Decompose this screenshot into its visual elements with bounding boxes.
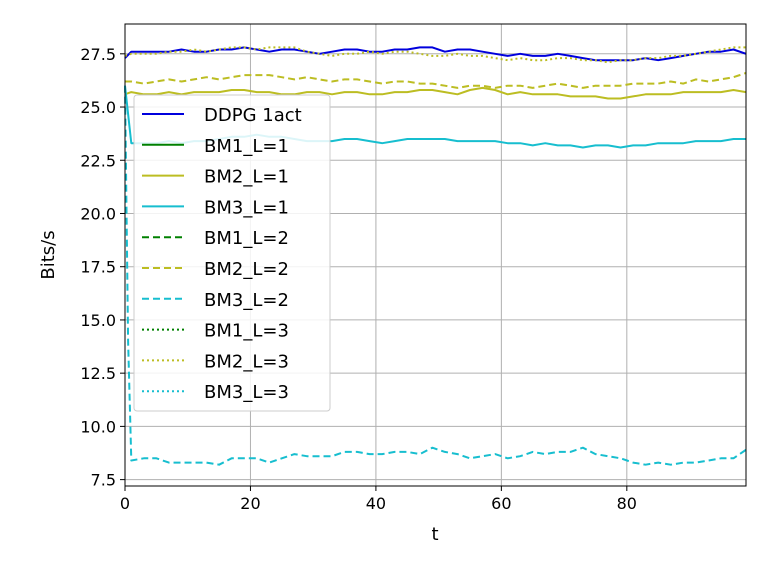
y-tick-label: 22.5 [80,151,116,170]
y-axis-label: Bits/s [38,230,59,279]
x-tick-label: 40 [366,494,386,513]
y-axis: 7.5 10.0 12.5 15.0 17.5 20.0 22.5 25.0 27.5 [80,45,125,490]
legend-box [133,94,331,412]
legend-label: BM3_L=2 [204,290,289,311]
legend-label: BM2_L=3 [204,351,289,372]
y-tick-label: 25.0 [80,98,116,117]
x-axis-label: t [431,524,438,545]
legend-label: BM1_L=1 [204,136,289,157]
axes-frame [124,23,747,487]
legend-label: BM1_L=3 [204,321,289,342]
y-tick-label: 20.0 [80,204,116,223]
plot-area [124,46,747,466]
series-line-ddpg-1act [124,46,747,62]
legend-label: DDPG 1act [204,105,302,126]
series-line-bm2-l-2 [125,72,747,89]
x-axis: 0 20 40 60 80 [120,486,637,513]
y-tick-label: 27.5 [80,45,116,64]
series-line-bm3-l-2 [124,85,747,466]
legend-label: BM2_L=1 [204,167,289,188]
x-tick-label: 80 [617,494,637,513]
legend: DDPG 1act BM1_L=1 BM2_L=1 BM3_L=1 BM1_L=2 BM2… [133,94,331,412]
x-tick-label: 0 [120,494,130,513]
legend-label: BM3_L=1 [204,197,289,218]
legend-label: BM3_L=3 [204,382,289,403]
x-tick-label: 60 [491,494,511,513]
y-tick-label: 7.5 [91,471,116,490]
y-tick-label: 10.0 [80,417,116,436]
series-line-bm2-l-3 [124,46,746,64]
legend-label: BM2_L=2 [204,259,289,280]
x-tick-label: 20 [240,494,260,513]
series-line-bm2-l-1 [124,86,747,100]
y-tick-label: 12.5 [80,364,116,383]
y-tick-label: 17.5 [80,258,116,277]
y-tick-label: 15.0 [80,311,116,330]
legend-label: BM1_L=2 [204,228,289,249]
